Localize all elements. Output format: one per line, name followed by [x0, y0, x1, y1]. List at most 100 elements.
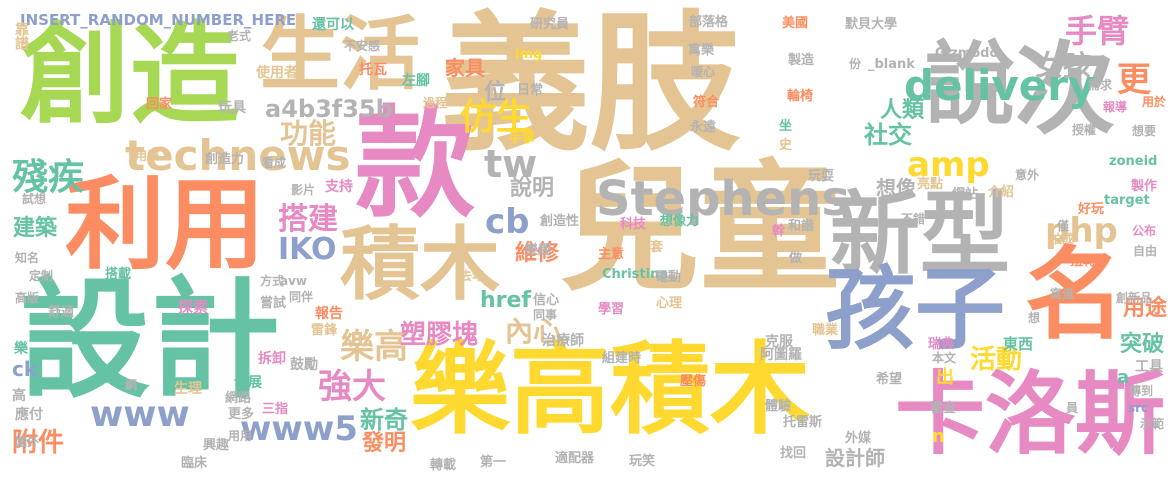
word-55: 還可以: [312, 17, 354, 33]
word-31: 功能: [280, 117, 337, 150]
word-32: a4b3f35b: [265, 95, 393, 123]
word-18: delivery: [904, 61, 1096, 110]
word-109: 拍成: [1050, 232, 1075, 246]
word-61: 老式: [227, 29, 252, 43]
word-49: 新奇: [360, 406, 408, 434]
word-114: 定制: [29, 269, 54, 283]
word-151: 東西: [1003, 335, 1034, 353]
word-76: 份: [849, 57, 862, 71]
word-72: 符合: [693, 95, 720, 110]
word-95: 亮點: [917, 177, 944, 192]
word-108: 不錯: [901, 212, 926, 226]
word-173: 興趣: [203, 438, 230, 453]
word-162: 希望: [876, 372, 903, 387]
word-84: 想要: [1132, 124, 1157, 138]
word-130: 同事: [533, 308, 558, 322]
word-21: 更: [1117, 60, 1151, 100]
word-9: 次: [1015, 31, 1115, 148]
word-45: 社交: [864, 121, 912, 149]
word-163: 霍金: [930, 401, 957, 416]
word-54: INSERT_RANDOM_NUMBER_HERE: [20, 11, 297, 29]
word-160: 發展: [234, 375, 262, 391]
word-71: 寓樂: [688, 43, 715, 58]
word-89: 創造力: [205, 152, 245, 167]
word-69: 日常: [517, 83, 544, 98]
word-74: 永遠: [690, 120, 717, 135]
word-100: 好玩: [1078, 202, 1105, 217]
word-25: tw: [484, 142, 538, 186]
word-58: 美國: [782, 16, 809, 31]
word-140: 想: [1028, 311, 1041, 325]
word-182: 暖心: [691, 65, 716, 79]
word-27: 搭建: [278, 202, 338, 237]
word-88: 用樂: [135, 149, 160, 163]
word-20: 手臂: [1065, 12, 1130, 50]
word-161: 壓傷: [680, 374, 707, 389]
word-64: 使用者: [256, 65, 298, 81]
word-44: 維修: [515, 241, 560, 266]
word-93: 試想: [22, 192, 47, 206]
word-47: 突破: [1120, 332, 1165, 357]
word-146: 治療師: [542, 333, 584, 349]
word-180: 適配器: [555, 451, 595, 466]
word-156: 網: [125, 378, 138, 392]
word-75: Gizmodo: [935, 46, 999, 61]
word-91: 支持: [325, 179, 353, 195]
word-110: 扭轉: [1070, 254, 1097, 269]
word-97: 介紹: [988, 185, 1015, 200]
word-126: 高版: [15, 291, 40, 305]
word-94: 玩耍: [808, 169, 835, 184]
word-83: 授權: [1072, 123, 1097, 137]
word-35: 樂高: [340, 327, 408, 367]
word-7: 樂高積木: [410, 331, 810, 448]
word-122: 做: [789, 251, 803, 266]
word-145: 鼓勵: [290, 357, 318, 373]
word-102: target: [1104, 193, 1150, 208]
word-132: 心理: [656, 296, 683, 311]
word-79: 輪椅: [787, 89, 814, 104]
word-14: 積木: [340, 218, 500, 311]
word-117: avw: [280, 274, 308, 288]
word-157: 高: [12, 388, 26, 404]
word-28: cb: [485, 202, 530, 242]
word-159: 生理: [174, 381, 202, 397]
word-19: 殘疾: [12, 157, 85, 198]
word-181: 玩笑: [629, 454, 656, 469]
word-121: Christina: [602, 267, 669, 282]
word-38: www: [90, 394, 190, 435]
word-174: 臨床: [181, 456, 208, 471]
word-164: 國外: [15, 435, 40, 449]
word-107: 和諧: [788, 219, 815, 234]
word-16: Stephens: [596, 171, 850, 227]
word-62: 不安感: [344, 39, 381, 53]
word-60: 靠譜: [13, 22, 29, 50]
word-77: _blank: [868, 57, 915, 72]
word-36: 強大: [318, 367, 386, 407]
word-65: 玩具: [218, 100, 246, 116]
word-106: 幹: [772, 224, 786, 239]
word-52: href: [480, 288, 532, 313]
word-24: 仿生: [460, 97, 533, 138]
word-56: 研究員: [530, 17, 570, 32]
word-1: 義肢: [440, 0, 741, 172]
word-23: amp: [907, 145, 990, 185]
word-10: 新型: [830, 182, 1010, 287]
word-178: 轉載: [430, 458, 457, 473]
word-136: 報告: [315, 306, 343, 322]
word-144: 拆卸: [258, 351, 286, 367]
word-85: 意外: [1015, 168, 1040, 182]
word-29: 說明: [510, 176, 555, 201]
word-8: 說: [925, 32, 1015, 137]
word-128: 同伴: [289, 290, 314, 304]
word-104: 科技: [620, 217, 647, 232]
word-39: 附件: [12, 428, 65, 458]
word-92: 影片: [291, 183, 316, 197]
word-11: 孩子: [825, 257, 1005, 362]
word-148: 克服: [765, 334, 793, 350]
word-143: ck: [12, 357, 38, 381]
word-86: 坐: [779, 119, 793, 134]
word-98: zoneid: [1109, 154, 1158, 169]
word-166: 更多: [228, 407, 255, 422]
word-3: 款: [355, 95, 475, 234]
